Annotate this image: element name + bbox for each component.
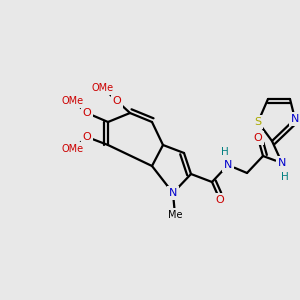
Text: Me: Me	[168, 210, 182, 220]
Text: O: O	[82, 108, 91, 118]
Text: S: S	[254, 117, 262, 127]
Text: O: O	[112, 96, 122, 106]
Text: OMe: OMe	[92, 83, 114, 93]
Text: N: N	[291, 114, 299, 124]
Text: OMe: OMe	[62, 96, 84, 106]
Text: O: O	[254, 133, 262, 143]
Text: H: H	[281, 172, 289, 182]
Text: N: N	[224, 160, 232, 170]
Text: O: O	[82, 132, 91, 142]
Text: OMe: OMe	[62, 144, 84, 154]
Text: N: N	[169, 188, 177, 198]
Text: N: N	[278, 158, 286, 168]
Text: H: H	[221, 147, 229, 157]
Text: O: O	[216, 195, 224, 205]
